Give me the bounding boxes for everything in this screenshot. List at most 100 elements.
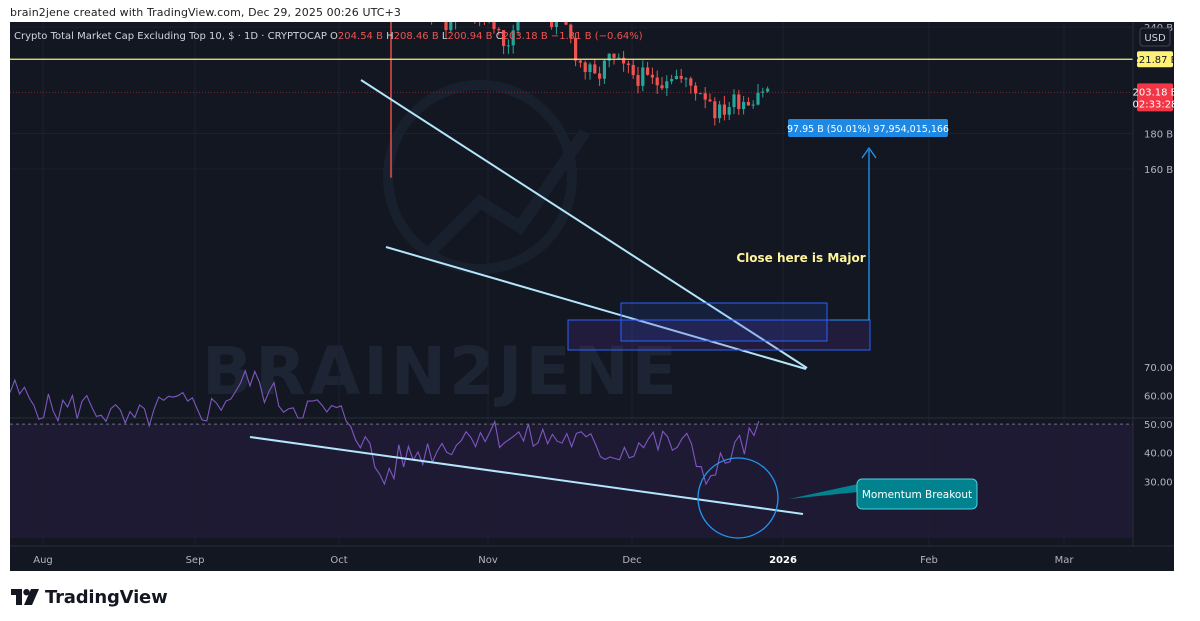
measure-label-text: 97.95 B (50.01%) 97,954,015,166 [787, 124, 949, 135]
candle-body [607, 53, 611, 61]
time-tick-label: Aug [33, 555, 53, 566]
tradingview-logo-icon [11, 589, 39, 605]
candle-body [732, 94, 736, 108]
candle-body [564, 22, 568, 25]
chart-panel[interactable]: BRAIN2JENE 97.95 B (50.01%) 97,954,015,16… [10, 22, 1174, 571]
time-tick-label: 2026 [769, 555, 797, 566]
rsi-trendline [249, 436, 804, 515]
measure-label-box [788, 119, 948, 137]
candle-body [502, 30, 506, 47]
candle-body [660, 85, 664, 89]
rsi-tick-label: 30.00 [1144, 477, 1173, 488]
tradingview-logo[interactable]: TradingView [11, 586, 168, 608]
last-price-badge [1137, 83, 1173, 112]
candle-body [578, 60, 582, 63]
candle-body [622, 57, 626, 64]
candle-body [761, 91, 765, 93]
candle-body [674, 75, 678, 80]
currency-label: USD [1144, 33, 1166, 44]
candle-body [617, 57, 621, 59]
candle-body [588, 64, 592, 72]
candle-body [598, 73, 602, 79]
candle-body [694, 85, 698, 94]
candle-body [718, 104, 722, 119]
rsi-tick-label: 60.00 [1144, 392, 1173, 403]
time-tick-label: Nov [478, 555, 498, 566]
momentum-callout-box [856, 478, 978, 510]
legend-c-value: 203.18 B [503, 31, 551, 42]
candle-body [497, 28, 501, 31]
candle-body [746, 101, 750, 106]
price-tick-label: 160 B [1144, 165, 1173, 176]
legend-h-value: 208.46 B [394, 31, 442, 42]
watermark-text: BRAIN2JENE [202, 333, 680, 410]
candle-body [583, 62, 587, 72]
candle-body [689, 78, 693, 86]
candle-body [612, 53, 616, 58]
candle-body [703, 93, 707, 100]
support-box-outer [567, 319, 871, 351]
candle-body [641, 67, 645, 86]
rsi-tick-label: 40.00 [1144, 449, 1173, 460]
rsi-tick-label: 50.00 [1144, 420, 1173, 431]
candle-body [626, 63, 630, 65]
candle-body [511, 30, 515, 46]
watermark-arrow [425, 128, 590, 257]
candle-body [698, 93, 702, 95]
currency-button[interactable] [1139, 27, 1171, 47]
rsi-tick-label: 70.00 [1144, 363, 1173, 374]
time-tick-label: Oct [330, 555, 347, 566]
candle-body [727, 107, 731, 115]
candle-body [569, 24, 573, 38]
last-price-badge-label: 203.18 B [1132, 87, 1174, 98]
candle-body [655, 77, 659, 86]
candle-body [751, 104, 755, 106]
candle-body [550, 22, 554, 27]
candle-body [670, 79, 674, 82]
legend-o-label: O [330, 31, 338, 42]
legend-symbol: Crypto Total Market Cap Excluding Top 10… [14, 31, 330, 42]
legend-l-value: 200.94 B [447, 31, 495, 42]
tradingview-brand-text: TradingView [45, 586, 168, 608]
attribution-text: brain2jene created with TradingView.com,… [10, 6, 401, 19]
candle-body [449, 22, 453, 31]
candle-body [708, 99, 712, 102]
candle-body [636, 75, 640, 86]
candles-group [390, 22, 770, 178]
legend-change: −1.31 B (−0.64%) [551, 31, 643, 42]
level-badge-label: 221.87 B [1132, 55, 1174, 66]
support-box-inner [620, 302, 828, 342]
candle-body [684, 78, 688, 80]
candle-body [722, 104, 726, 115]
legend-l-label: L [442, 31, 448, 42]
close-annotation-text: Close here is Major [736, 251, 865, 265]
measure-arrow-head [861, 146, 877, 159]
time-tick-label: Mar [1055, 555, 1075, 566]
momentum-callout-pointer [789, 484, 858, 499]
candle-body [742, 101, 746, 110]
candle-body [444, 22, 448, 31]
watermark-brain-outline [383, 80, 577, 274]
watermark-brain-icon [383, 80, 590, 274]
candle-body [766, 88, 770, 92]
rsi-line [10, 369, 760, 486]
candle-body [554, 22, 558, 27]
momentum-callout-text: Momentum Breakout [862, 489, 972, 501]
candle-body [602, 60, 606, 79]
last-price-countdown: 02:33:28 [1133, 99, 1174, 110]
time-tick-label: Sep [186, 555, 205, 566]
candle-body [756, 92, 760, 105]
legend-c-label: C [496, 31, 503, 42]
candle-body [492, 22, 496, 29]
chart-canvas[interactable]: BRAIN2JENE 97.95 B (50.01%) 97,954,015,16… [10, 22, 1174, 571]
candle-body [737, 94, 741, 110]
time-tick-label: Dec [622, 555, 641, 566]
level-badge [1137, 51, 1173, 68]
momentum-circle [697, 457, 779, 539]
candle-body [506, 45, 510, 47]
candle-body [713, 101, 717, 119]
candle-body [679, 75, 683, 79]
candle-body [631, 64, 635, 76]
candle-body [650, 74, 654, 78]
candle-body [665, 81, 669, 89]
